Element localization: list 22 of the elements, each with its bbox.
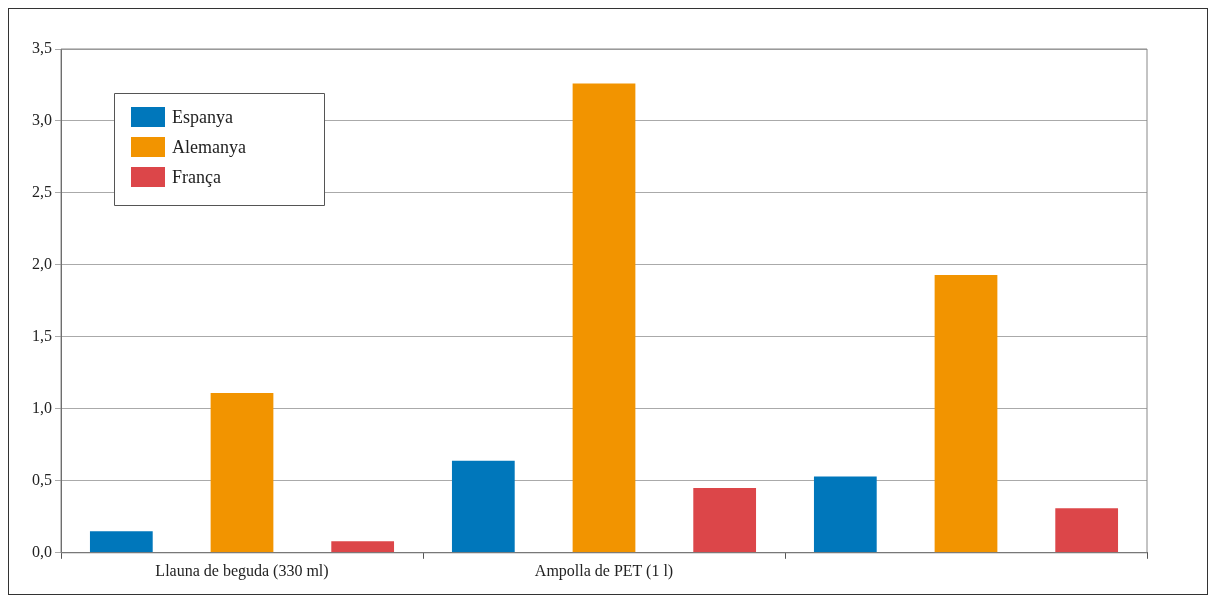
legend-label: Alemanya: [172, 136, 246, 157]
bar: [934, 274, 998, 553]
x-tick-label: Llauna de beguda (330 ml): [155, 561, 329, 580]
bar: [693, 488, 757, 553]
y-tick-label: 1,5: [32, 327, 52, 345]
y-tick-label: 0,5: [32, 471, 52, 489]
y-tick-label: 2,0: [32, 255, 52, 273]
bar: [1055, 508, 1119, 553]
bar: [331, 541, 395, 553]
y-tick-label: 3,0: [32, 111, 52, 129]
legend-label: Espanya: [172, 106, 233, 127]
bar: [451, 460, 515, 553]
y-tick-label: 0,0: [32, 543, 52, 560]
x-tick-label: Ampolla de PET (1 l): [534, 561, 674, 580]
bar: [210, 393, 274, 553]
bar: [813, 476, 877, 553]
bar: [89, 531, 153, 553]
y-tick-label: 1,0: [32, 399, 52, 417]
y-tick-label: 2,5: [32, 183, 52, 201]
legend-label: França: [172, 166, 221, 187]
y-tick-label: 3,5: [32, 39, 52, 57]
bar: [572, 83, 636, 553]
